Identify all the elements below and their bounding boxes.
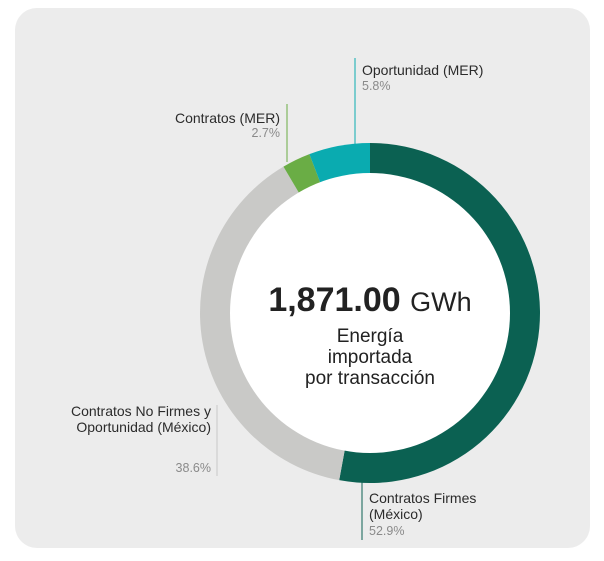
total: 1,871.00 <box>268 281 401 319</box>
value-label: 2.7% <box>251 126 281 140</box>
unit: GWh <box>410 287 472 317</box>
segment-label: Oportunidad (MER) <box>362 62 484 78</box>
caption: por transacción <box>305 368 435 389</box>
value-label: 52.9% <box>369 524 405 538</box>
segment-label: Contratos No Firmes y Oportunidad (Méxic… <box>70 403 211 435</box>
donut-hole <box>230 173 510 453</box>
segment-label: Contratos Firmes (México) <box>369 490 477 522</box>
caption: importada <box>327 347 413 368</box>
caption: Energía <box>336 326 404 347</box>
value-label: 5.8% <box>362 79 391 93</box>
segment-label: Contratos (MER) <box>174 110 280 126</box>
center-value: 1,871.00 GWh <box>240 280 500 322</box>
value-label: 38.6% <box>175 461 211 475</box>
